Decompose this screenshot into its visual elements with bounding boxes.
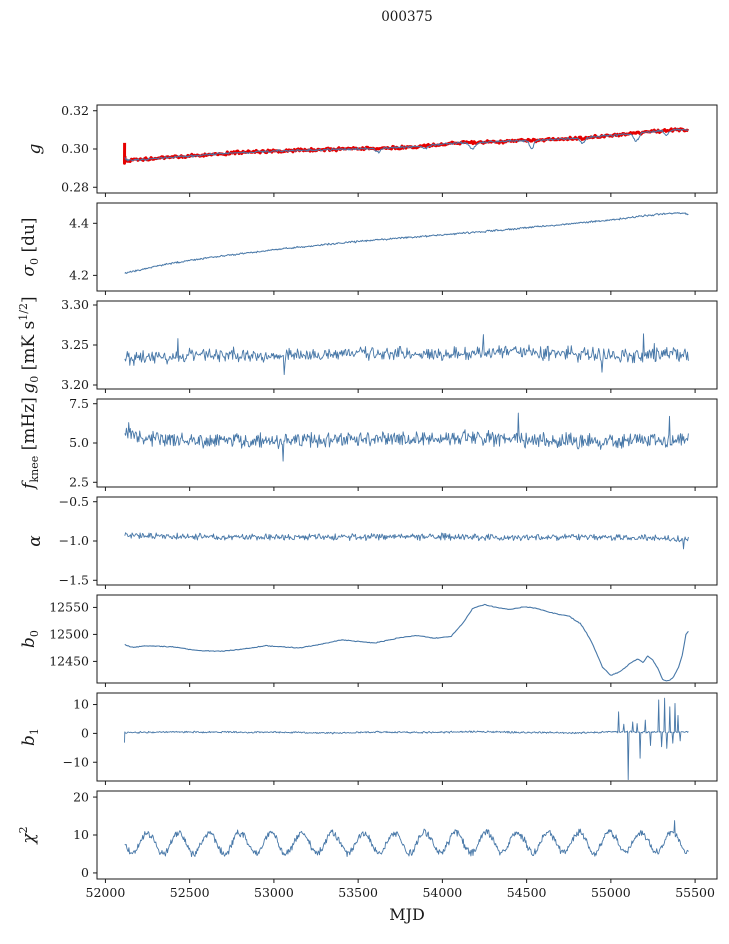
series-gain-reference-red xyxy=(123,127,690,165)
series-gain-blue xyxy=(124,128,689,162)
figure-title: 000375 xyxy=(381,9,433,25)
panel-fknee: 2.5 5.0 7.5 fknee [mHz] xyxy=(19,396,718,491)
panels-group: 0.28 0.30 0.32 g 4.2 4.4 σ0 [du] 3.20 3.25 3.30 g0… xyxy=(17,103,718,900)
series-sigma0 xyxy=(124,212,689,274)
y-tick-label: 3.25 xyxy=(61,337,89,352)
y-tick-label: 10 xyxy=(73,827,89,842)
y-tick-label: −0.5 xyxy=(59,494,89,509)
y-axis-label-fknee: fknee [mHz] xyxy=(19,397,41,491)
y-tick-label: −10 xyxy=(63,754,89,769)
series-chi2 xyxy=(124,820,689,858)
y-tick-label: 12500 xyxy=(49,627,89,642)
panel-border xyxy=(96,202,718,292)
y-tick-label: −1.0 xyxy=(59,533,89,548)
panel-border xyxy=(96,692,718,782)
series-fknee xyxy=(124,412,689,462)
panel-b0: 12450 12500 12550 b0 xyxy=(19,594,718,687)
series-alpha xyxy=(124,532,689,550)
x-tick-label: 53000 xyxy=(254,885,294,900)
y-tick-label: 4.2 xyxy=(69,268,89,283)
panel-b1: −10 0 10 b1 xyxy=(19,692,718,785)
x-tick-label: 55500 xyxy=(675,885,715,900)
x-tick-label: 55000 xyxy=(591,885,631,900)
series-b0 xyxy=(124,603,689,682)
panel-border xyxy=(96,496,718,586)
y-tick-label: 12550 xyxy=(49,600,89,615)
y-axis-label-b1: b1 xyxy=(19,728,41,746)
x-tick-label: 53500 xyxy=(338,885,378,900)
y-axis-label-g0: g0 [mK s1/2] xyxy=(17,296,41,393)
panel-border xyxy=(96,790,718,880)
y-axis-label-b0: b0 xyxy=(19,630,41,648)
y-tick-label: 0.32 xyxy=(61,103,89,118)
y-tick-label: 0.28 xyxy=(61,179,89,194)
x-tick-label: 52000 xyxy=(86,885,126,900)
y-axis-label-sigma0: σ0 [du] xyxy=(19,217,41,276)
y-tick-label: 2.5 xyxy=(69,474,89,489)
panel-alpha: −1.5 −1.0 −0.5 α xyxy=(25,494,718,589)
y-tick-label: 10 xyxy=(73,697,89,712)
panel-sigma0: 4.2 4.4 σ0 [du] xyxy=(19,202,718,295)
y-tick-label: −1.5 xyxy=(59,572,89,587)
panel-g: 0.28 0.30 0.32 g xyxy=(25,103,718,197)
y-tick-label: 12450 xyxy=(49,654,89,669)
y-tick-label: 0 xyxy=(81,726,89,741)
y-tick-label: 20 xyxy=(73,789,89,804)
y-axis-label-g: g xyxy=(25,143,45,154)
series-g0 xyxy=(124,333,689,376)
y-tick-label: 0.30 xyxy=(61,141,89,156)
x-axis-label: MJD xyxy=(389,905,425,924)
y-tick-label: 7.5 xyxy=(69,396,89,411)
y-tick-label: 4.4 xyxy=(69,216,89,231)
y-tick-label: 3.30 xyxy=(61,297,89,312)
x-tick-label: 54500 xyxy=(507,885,547,900)
y-axis-label-chi2: χ2 xyxy=(17,826,39,844)
y-axis-label-alpha: α xyxy=(25,535,45,547)
y-tick-label: 3.20 xyxy=(61,377,89,392)
panel-chi2: 0 10 20 52000 52500 53000 53500 54000 54500 55000… xyxy=(17,789,718,900)
panel-border xyxy=(96,594,718,684)
series-b1 xyxy=(124,697,689,781)
y-tick-label: 0 xyxy=(81,865,89,880)
y-tick-label: 5.0 xyxy=(69,435,89,450)
panel-border xyxy=(96,300,718,390)
x-tick-label: 52500 xyxy=(170,885,210,900)
panel-g0: 3.20 3.25 3.30 g0 [mK s1/2] xyxy=(17,296,718,394)
x-tick-label: 54000 xyxy=(422,885,462,900)
